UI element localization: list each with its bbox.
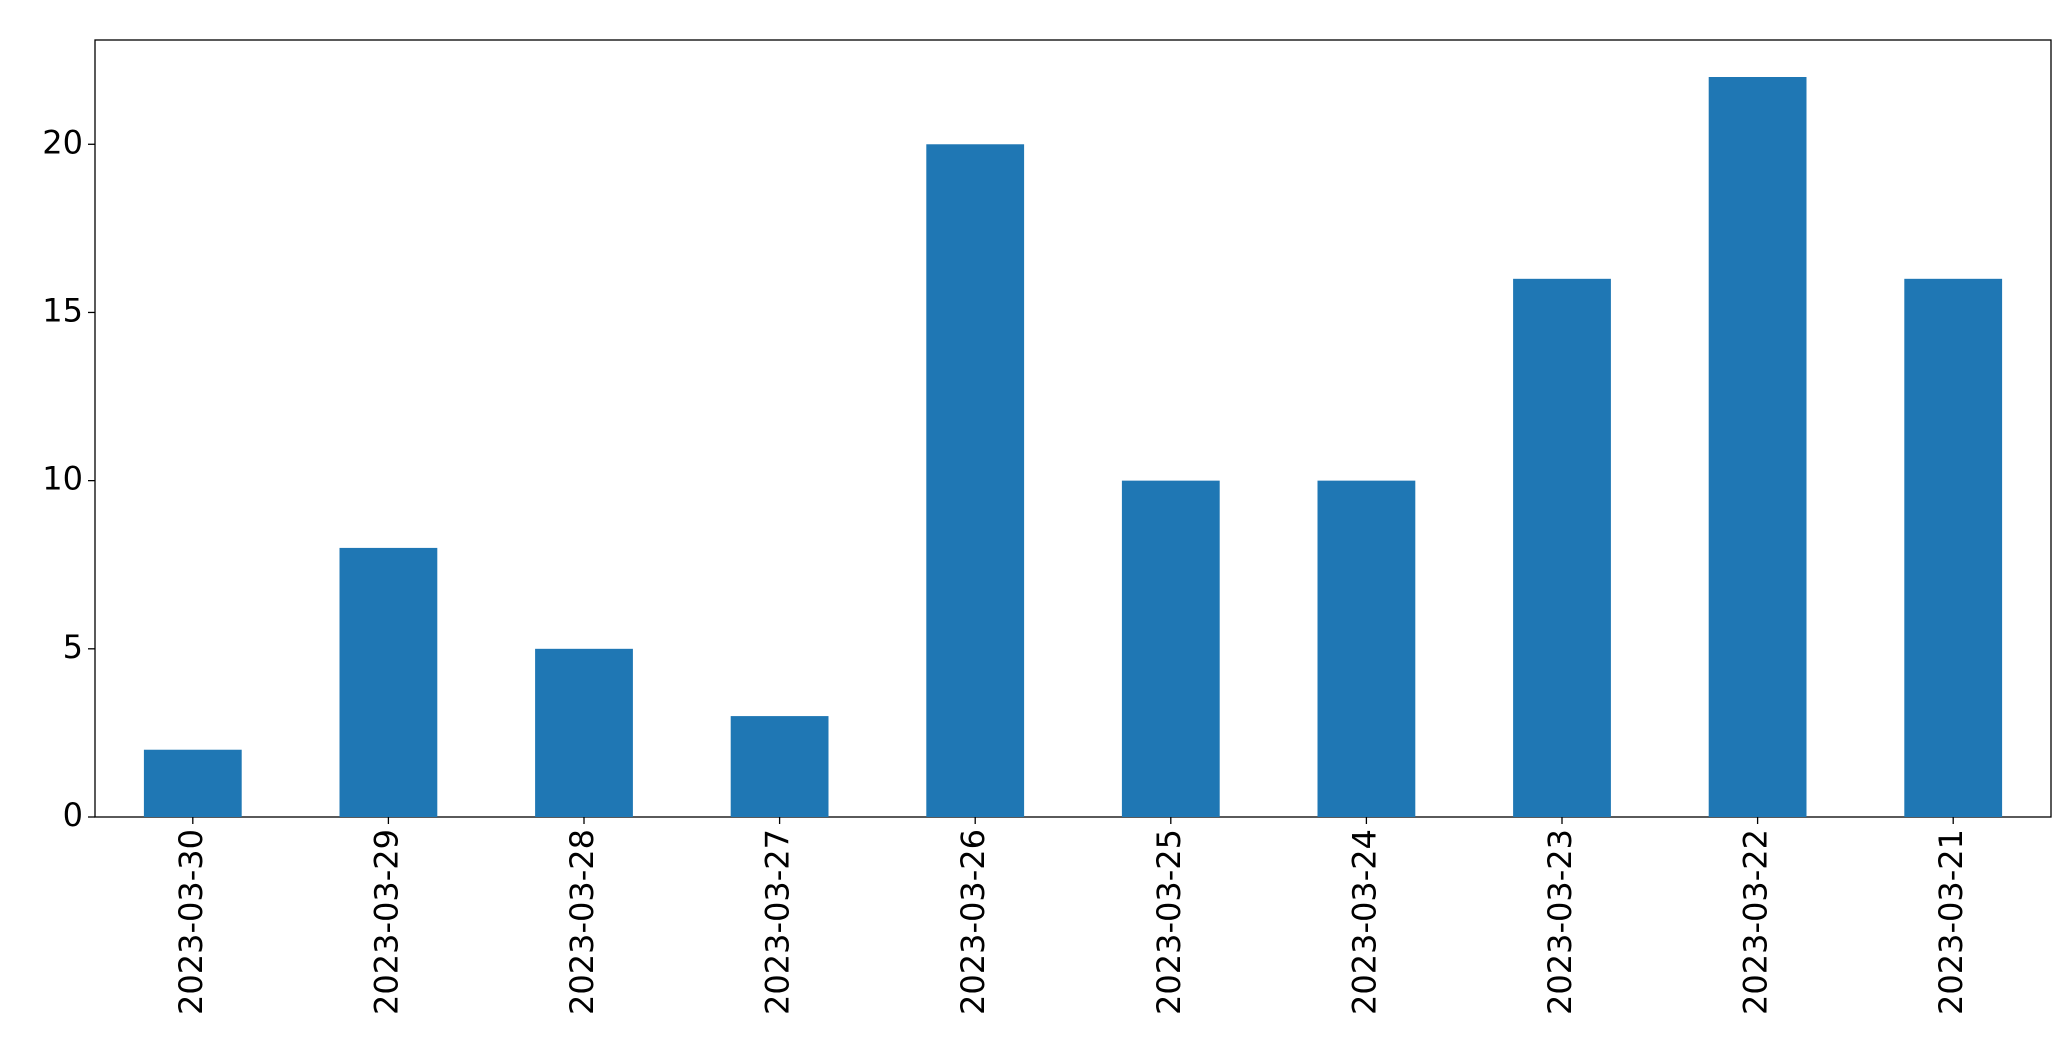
y-tick-label: 0 [63, 796, 83, 834]
plot-frame [94, 39, 2052, 818]
y-tick-label: 5 [63, 628, 83, 666]
bar [1904, 278, 2003, 817]
bar [535, 648, 633, 817]
bar [1708, 77, 1807, 817]
bar [1513, 278, 1611, 817]
y-tick-label: 15 [42, 291, 83, 329]
x-tick-label: 2023-03-24 [1345, 829, 1383, 1015]
y-tick-label: 10 [42, 460, 83, 498]
x-tick-label: 2023-03-22 [1737, 829, 1775, 1015]
bar [730, 716, 829, 817]
x-tick-label: 2023-03-21 [1932, 829, 1970, 1015]
x-tick-label: 2023-03-29 [367, 829, 405, 1015]
x-tick-label: 2023-03-28 [563, 829, 601, 1015]
x-tick-label: 2023-03-30 [172, 829, 210, 1015]
x-tick-label: 2023-03-27 [759, 829, 797, 1015]
x-tick-label: 2023-03-25 [1150, 829, 1188, 1015]
x-tick-label: 2023-03-26 [954, 829, 992, 1015]
bar [926, 144, 1025, 818]
bar [1317, 480, 1416, 817]
bar [339, 547, 438, 817]
x-tick-label: 2023-03-23 [1541, 829, 1579, 1015]
bar [143, 749, 242, 817]
bar [1121, 480, 1220, 817]
y-tick-label: 20 [42, 123, 83, 161]
